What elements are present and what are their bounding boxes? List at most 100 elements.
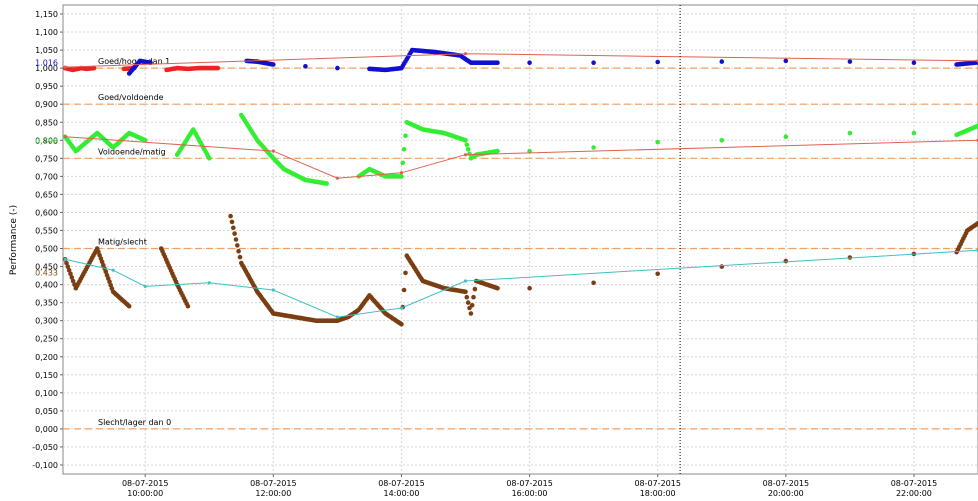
data-point (591, 145, 596, 150)
current-value-label: 0.798 (35, 137, 58, 146)
threshold-label: Voldoende/matig (98, 147, 166, 156)
y-tick-label: 0,200 (35, 353, 58, 362)
data-point (207, 156, 212, 161)
y-tick-label: 1,150 (35, 10, 58, 19)
trend-point (111, 268, 115, 272)
threshold-label: Goed/hoger dan 1 (98, 57, 170, 66)
data-point (68, 271, 73, 277)
data-point (303, 64, 308, 69)
data-point (719, 59, 725, 64)
trend-point (399, 171, 404, 175)
data-point (465, 300, 471, 305)
y-tick-label: 0,900 (35, 100, 58, 109)
threshold-lines: Goed/hoger dan 1 Goed/voldoende Voldoende/… (63, 57, 978, 430)
y-tick-label: 0,300 (35, 317, 58, 326)
x-axis: 08-07-201510:00:0008-07-201512:00:0008-0… (122, 474, 937, 498)
data-point (401, 287, 407, 293)
x-tick-time: 20:00:00 (768, 489, 804, 498)
data-point (464, 142, 470, 148)
data-point (471, 294, 476, 300)
data-point (527, 148, 532, 154)
data-point (527, 285, 532, 291)
current-value-label: 0.433 (35, 269, 58, 278)
data-series (62, 47, 978, 327)
y-axis-label: Performance (-) (9, 205, 19, 275)
x-tick-time: 18:00:00 (640, 489, 676, 498)
x-tick-time: 10:00:00 (127, 489, 163, 498)
threshold-label: Slecht/lager dan 0 (98, 418, 171, 427)
x-tick-date: 08-07-2015 (122, 479, 169, 488)
data-point (847, 59, 853, 64)
x-tick-time: 16:00:00 (512, 489, 548, 498)
data-point (231, 225, 236, 231)
data-point (783, 258, 789, 264)
data-point (495, 148, 500, 154)
data-point (70, 278, 76, 284)
x-tick-time: 14:00:00 (383, 489, 419, 498)
data-point (719, 138, 725, 143)
current-value-label: 1.016 (35, 58, 58, 67)
data-point (229, 219, 235, 225)
data-point (399, 174, 404, 179)
data-point (335, 65, 340, 71)
data-point (495, 285, 500, 291)
data-point (271, 62, 276, 67)
trend-point (463, 52, 468, 56)
data-point (235, 243, 240, 248)
data-point (472, 286, 478, 292)
data-point (65, 264, 71, 269)
plot-area (62, 4, 978, 475)
y-tick-label: 0,700 (35, 172, 58, 181)
data-point (463, 289, 468, 295)
grid (63, 5, 978, 474)
data-point (911, 60, 917, 65)
data-point (465, 147, 471, 152)
data-point (403, 133, 408, 139)
data-point (783, 134, 789, 139)
trend-point (63, 257, 67, 261)
data-point (495, 60, 500, 65)
data-point (399, 322, 404, 327)
data-point (236, 248, 241, 254)
data-point (469, 303, 475, 308)
data-point (142, 138, 148, 143)
data-point (228, 213, 233, 219)
data-point (783, 58, 789, 64)
trend-point (463, 279, 468, 283)
data-point (527, 60, 532, 65)
threshold-label: Goed/voldoende (98, 93, 164, 102)
y-tick-label: 1,100 (35, 28, 58, 37)
y-tick-label: 0,800 (35, 136, 58, 145)
data-point (403, 270, 408, 276)
trend-point (207, 281, 211, 285)
y-tick-label: 0,250 (35, 335, 58, 344)
current-values: 1.016 0.798 0.433 (35, 58, 58, 277)
trend-point (463, 153, 468, 157)
data-point (66, 267, 72, 273)
data-point (975, 221, 978, 226)
y-axis: 1,150 1,100 1,050 1,000 0,950 0,900 0,850 0,800… (32, 10, 63, 470)
data-point (215, 65, 221, 71)
data-point (719, 264, 725, 269)
trend-point (143, 284, 147, 288)
trend-point (335, 176, 339, 180)
y-tick-label: -0,050 (32, 443, 58, 452)
data-point (233, 237, 239, 242)
trend-point (271, 288, 275, 292)
data-point (401, 147, 407, 152)
trend-point (335, 315, 339, 319)
x-tick-date: 08-07-2015 (763, 479, 810, 488)
y-tick-label: 0,100 (35, 389, 58, 398)
y-tick-label: -0,100 (32, 461, 58, 470)
y-tick-label: 0,400 (35, 281, 58, 290)
trend-point (399, 306, 404, 310)
data-point (324, 181, 330, 186)
y-tick-label: 0,150 (35, 371, 58, 380)
data-point (591, 60, 596, 65)
y-tick-label: 0,650 (35, 190, 58, 199)
data-point (847, 130, 853, 136)
x-tick-date: 08-07-2015 (634, 479, 681, 488)
data-point (69, 275, 75, 280)
trend-point (63, 135, 67, 139)
